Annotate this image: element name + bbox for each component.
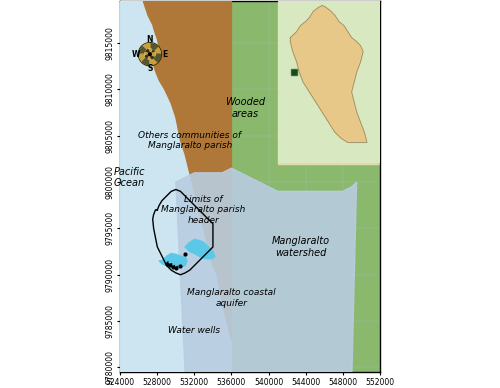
Polygon shape bbox=[278, 2, 380, 164]
Wedge shape bbox=[150, 43, 158, 54]
Text: Wooded
areas: Wooded areas bbox=[226, 97, 266, 119]
Wedge shape bbox=[146, 50, 150, 54]
Wedge shape bbox=[145, 52, 150, 56]
Circle shape bbox=[148, 53, 152, 55]
Text: W: W bbox=[132, 50, 140, 59]
Wedge shape bbox=[148, 54, 152, 59]
Text: S: S bbox=[147, 64, 152, 73]
Wedge shape bbox=[150, 52, 155, 56]
Text: Manglaralto coastal
aquifer: Manglaralto coastal aquifer bbox=[187, 288, 276, 308]
Polygon shape bbox=[120, 2, 232, 372]
Wedge shape bbox=[140, 54, 150, 62]
Wedge shape bbox=[146, 54, 150, 59]
Wedge shape bbox=[150, 50, 154, 54]
Text: Pacific
Ocean: Pacific Ocean bbox=[114, 167, 146, 188]
Circle shape bbox=[145, 49, 155, 59]
Polygon shape bbox=[159, 253, 187, 268]
Text: N: N bbox=[146, 35, 153, 44]
Polygon shape bbox=[144, 2, 232, 340]
Wedge shape bbox=[150, 54, 158, 65]
Text: E: E bbox=[162, 50, 167, 59]
Wedge shape bbox=[150, 54, 160, 62]
Polygon shape bbox=[185, 239, 215, 259]
Wedge shape bbox=[150, 47, 160, 54]
Wedge shape bbox=[148, 49, 152, 54]
Text: Manglaralto
watershed: Manglaralto watershed bbox=[272, 236, 330, 258]
Wedge shape bbox=[142, 54, 150, 65]
Wedge shape bbox=[142, 43, 150, 54]
Wedge shape bbox=[140, 47, 150, 54]
Polygon shape bbox=[176, 168, 356, 372]
Text: Others communities of
Manglaralto parish: Others communities of Manglaralto parish bbox=[138, 131, 242, 150]
Text: Water wells: Water wells bbox=[168, 326, 220, 335]
Polygon shape bbox=[120, 2, 380, 372]
Wedge shape bbox=[150, 54, 154, 59]
Text: Limits of
Manglaralto parish
header: Limits of Manglaralto parish header bbox=[162, 195, 246, 225]
